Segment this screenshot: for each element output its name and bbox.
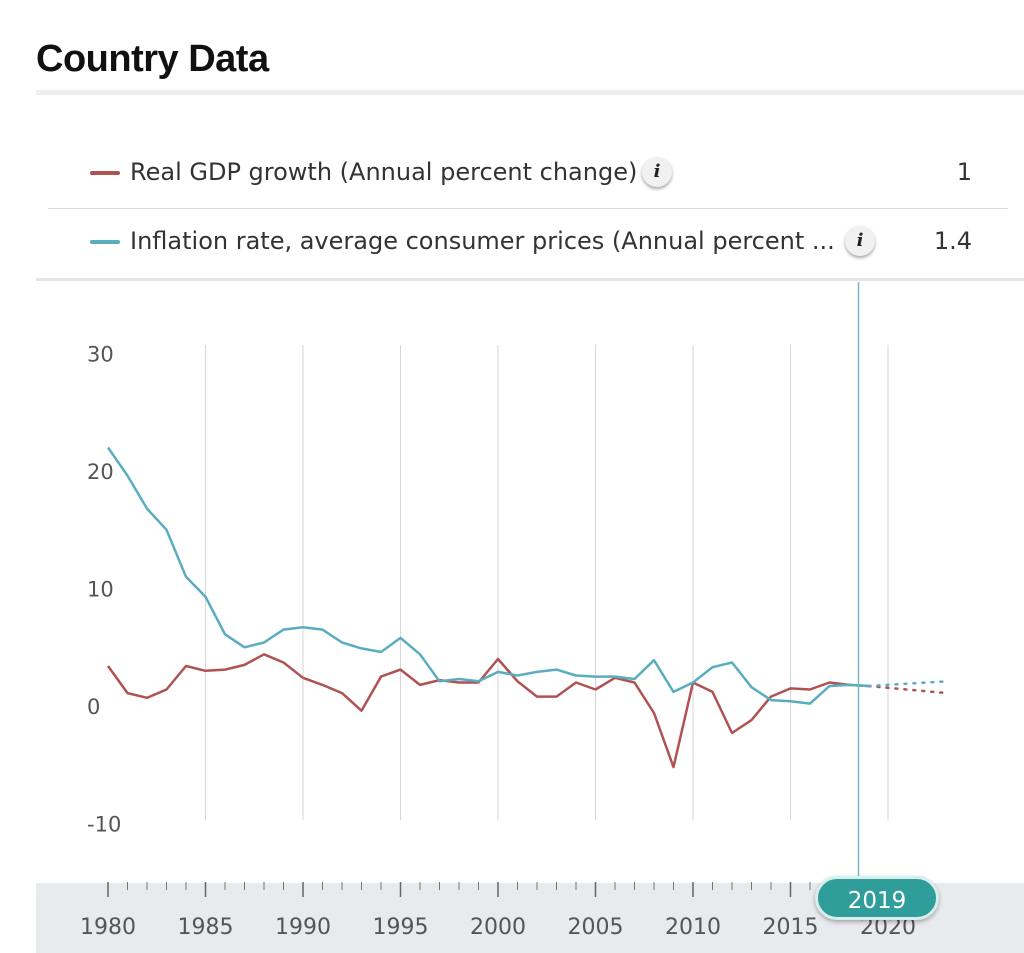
projection-line-0 xyxy=(867,684,948,695)
year-slider-handle[interactable]: 2019 xyxy=(815,876,939,920)
x-tick-2015: 2015 xyxy=(763,915,819,940)
page-title: Country Data xyxy=(36,38,269,80)
legend-row-inflation[interactable]: Inflation rate, average consumer prices … xyxy=(48,209,1008,277)
legend-label-gdp: Real GDP growth (Annual percent change) xyxy=(130,158,638,186)
series-line-0[interactable] xyxy=(106,653,869,769)
inflation-swatch xyxy=(90,240,120,244)
y-axis: 30 20 10 0 -10 xyxy=(87,343,121,837)
x-tick-1980: 1980 xyxy=(80,915,136,940)
y-tick--10: -10 xyxy=(87,813,121,837)
projection-line-1 xyxy=(867,680,948,688)
x-tick-1985: 1985 xyxy=(178,915,234,940)
x-tick-1990: 1990 xyxy=(275,915,331,940)
y-tick-10: 10 xyxy=(87,578,114,602)
inflation-info-icon[interactable]: i xyxy=(845,226,875,256)
x-tick-1995: 1995 xyxy=(373,915,429,940)
legend-row-gdp[interactable]: Real GDP growth (Annual percent change) … xyxy=(48,140,1008,209)
y-tick-20: 20 xyxy=(87,460,114,484)
x-tick-2000: 2000 xyxy=(470,915,526,940)
series-layer xyxy=(106,446,948,769)
series-line-1[interactable] xyxy=(106,446,869,705)
legend-value-inflation: 1.4 xyxy=(933,227,972,255)
legend-label-inflation: Inflation rate, average consumer prices … xyxy=(130,227,835,255)
title-divider xyxy=(36,90,1024,95)
x-tick-2010: 2010 xyxy=(665,915,721,940)
y-tick-30: 30 xyxy=(87,343,114,367)
legend-divider xyxy=(36,278,1024,281)
y-tick-0: 0 xyxy=(87,695,100,719)
legend-value-gdp: 1 xyxy=(956,158,972,186)
gdp-info-icon[interactable]: i xyxy=(642,157,672,187)
grid-lines xyxy=(205,345,889,820)
gdp-swatch xyxy=(90,171,120,175)
x-tick-2005: 2005 xyxy=(568,915,624,940)
